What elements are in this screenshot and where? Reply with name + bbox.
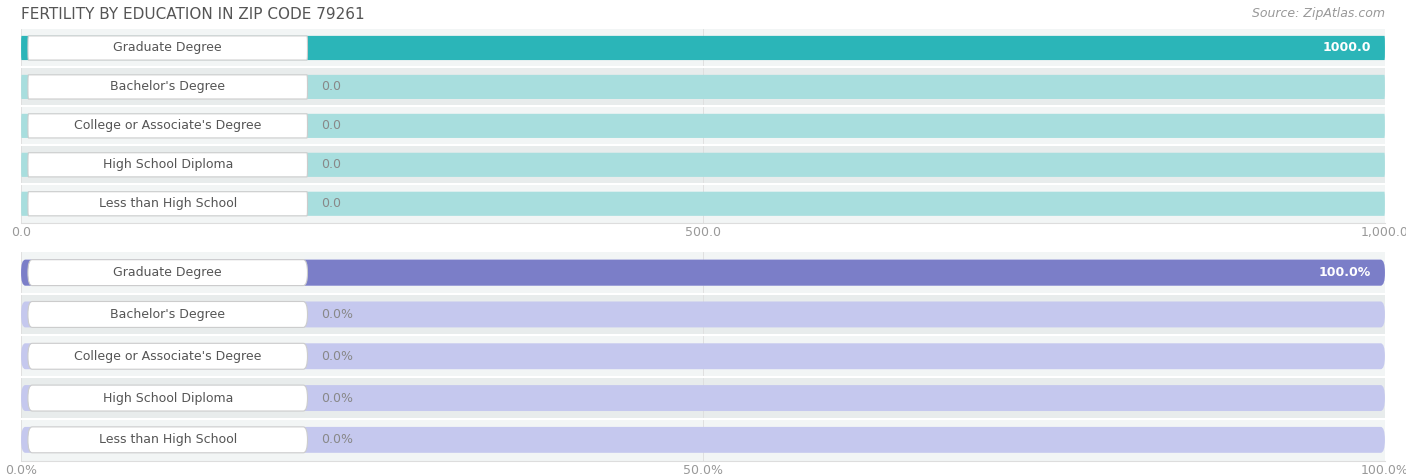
Text: High School Diploma: High School Diploma	[103, 158, 233, 171]
FancyBboxPatch shape	[28, 153, 308, 177]
FancyBboxPatch shape	[21, 427, 1385, 453]
FancyBboxPatch shape	[21, 419, 1385, 461]
Text: High School Diploma: High School Diploma	[103, 391, 233, 405]
FancyBboxPatch shape	[28, 36, 308, 60]
FancyBboxPatch shape	[21, 294, 1385, 335]
Text: 0.0%: 0.0%	[321, 391, 353, 405]
FancyBboxPatch shape	[21, 377, 1385, 419]
FancyBboxPatch shape	[21, 343, 1385, 369]
FancyBboxPatch shape	[21, 192, 1385, 216]
FancyBboxPatch shape	[28, 192, 308, 216]
Text: 0.0: 0.0	[321, 119, 342, 133]
FancyBboxPatch shape	[21, 114, 1385, 138]
Text: FERTILITY BY EDUCATION IN ZIP CODE 79261: FERTILITY BY EDUCATION IN ZIP CODE 79261	[21, 7, 364, 22]
Text: College or Associate's Degree: College or Associate's Degree	[75, 119, 262, 133]
Text: 100.0%: 100.0%	[1319, 266, 1371, 279]
FancyBboxPatch shape	[28, 75, 308, 99]
FancyBboxPatch shape	[21, 335, 1385, 377]
FancyBboxPatch shape	[21, 106, 1385, 145]
Text: 1000.0: 1000.0	[1323, 41, 1371, 55]
FancyBboxPatch shape	[21, 36, 1385, 60]
FancyBboxPatch shape	[28, 343, 308, 369]
Text: 0.0: 0.0	[321, 80, 342, 94]
Text: Bachelor's Degree: Bachelor's Degree	[110, 80, 225, 94]
Text: Less than High School: Less than High School	[98, 197, 236, 210]
FancyBboxPatch shape	[21, 36, 1385, 60]
FancyBboxPatch shape	[21, 302, 1385, 327]
Text: Bachelor's Degree: Bachelor's Degree	[110, 308, 225, 321]
FancyBboxPatch shape	[21, 153, 1385, 177]
FancyBboxPatch shape	[28, 385, 308, 411]
Text: 0.0: 0.0	[321, 158, 342, 171]
FancyBboxPatch shape	[21, 145, 1385, 184]
FancyBboxPatch shape	[28, 302, 308, 327]
Text: Graduate Degree: Graduate Degree	[114, 266, 222, 279]
Text: 0.0%: 0.0%	[321, 350, 353, 363]
FancyBboxPatch shape	[21, 75, 1385, 99]
FancyBboxPatch shape	[28, 427, 308, 453]
FancyBboxPatch shape	[28, 114, 308, 138]
Text: Graduate Degree: Graduate Degree	[114, 41, 222, 55]
FancyBboxPatch shape	[21, 67, 1385, 106]
FancyBboxPatch shape	[21, 28, 1385, 67]
FancyBboxPatch shape	[28, 260, 308, 285]
Text: 0.0%: 0.0%	[321, 308, 353, 321]
Text: Less than High School: Less than High School	[98, 433, 236, 446]
Text: College or Associate's Degree: College or Associate's Degree	[75, 350, 262, 363]
FancyBboxPatch shape	[21, 252, 1385, 294]
FancyBboxPatch shape	[21, 184, 1385, 223]
FancyBboxPatch shape	[21, 385, 1385, 411]
Text: 0.0: 0.0	[321, 197, 342, 210]
Text: Source: ZipAtlas.com: Source: ZipAtlas.com	[1251, 7, 1385, 20]
FancyBboxPatch shape	[21, 260, 1385, 285]
Text: 0.0%: 0.0%	[321, 433, 353, 446]
FancyBboxPatch shape	[21, 260, 1385, 285]
